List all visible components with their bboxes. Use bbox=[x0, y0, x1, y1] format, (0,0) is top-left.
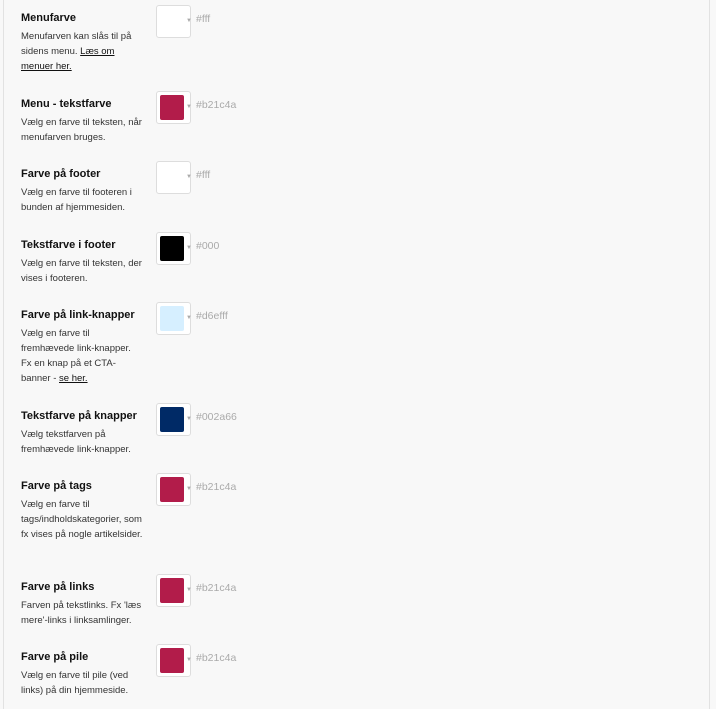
color-swatch bbox=[160, 95, 184, 120]
color-hex-value[interactable]: #b21c4a bbox=[196, 582, 237, 594]
setting-title: Menu - tekstfarve bbox=[21, 98, 112, 110]
caret-down-icon: ▼ bbox=[186, 416, 192, 422]
setting-row: Farve på tags Vælg en farve til tags/ind… bbox=[21, 473, 621, 542]
color-swatch bbox=[160, 165, 184, 190]
color-swatch bbox=[160, 648, 184, 673]
description-text: Vælg tekstfarven på fremhævede link-knap… bbox=[21, 429, 131, 455]
setting-row: Farve på footer Vælg en farve til footer… bbox=[21, 161, 621, 215]
color-hex-value[interactable]: #000 bbox=[196, 240, 220, 252]
color-hex-value[interactable]: #002a66 bbox=[196, 411, 237, 423]
settings-panel bbox=[3, 0, 710, 709]
setting-title: Farve på link-knapper bbox=[21, 309, 135, 321]
description-text: Vælg en farve til teksten, der vises i f… bbox=[21, 258, 142, 284]
color-hex-value[interactable]: #b21c4a bbox=[196, 652, 237, 664]
description-text: Vælg en farve til pile (ved links) på di… bbox=[21, 670, 129, 696]
color-swatch bbox=[160, 236, 184, 261]
description-text: Vælg en farve til footeren i bunden af h… bbox=[21, 187, 132, 213]
setting-title: Farve på pile bbox=[21, 651, 89, 663]
caret-down-icon: ▼ bbox=[186, 18, 192, 24]
color-picker-button[interactable]: ▼ bbox=[156, 302, 192, 335]
color-picker-button[interactable]: ▼ bbox=[156, 574, 192, 607]
color-swatch bbox=[160, 578, 184, 603]
description-text: Vælg en farve til tags/indholdskategorie… bbox=[21, 499, 143, 540]
color-picker-button[interactable]: ▼ bbox=[156, 232, 192, 265]
caret-down-icon: ▼ bbox=[186, 104, 192, 110]
setting-row: Menufarve Menufarven kan slås til på sid… bbox=[21, 5, 621, 74]
setting-description: Vælg en farve til fremhævede link-knappe… bbox=[21, 326, 143, 386]
setting-row: Menu - tekstfarve Vælg en farve til teks… bbox=[21, 91, 621, 145]
color-hex-value[interactable]: #b21c4a bbox=[196, 481, 237, 493]
setting-description: Vælg en farve til footeren i bunden af h… bbox=[21, 185, 143, 215]
setting-row: Tekstfarve i footer Vælg en farve til te… bbox=[21, 232, 621, 286]
color-picker-button[interactable]: ▼ bbox=[156, 5, 192, 38]
caret-down-icon: ▼ bbox=[186, 587, 192, 593]
setting-row: Farve på links Farven på tekstlinks. Fx … bbox=[21, 574, 621, 628]
caret-down-icon: ▼ bbox=[186, 245, 192, 251]
color-hex-value[interactable]: #fff bbox=[196, 169, 211, 181]
setting-description: Vælg en farve til pile (ved links) på di… bbox=[21, 668, 143, 698]
help-link[interactable]: se her. bbox=[59, 373, 88, 384]
setting-title: Farve på tags bbox=[21, 480, 92, 492]
setting-description: Vælg tekstfarven på fremhævede link-knap… bbox=[21, 427, 143, 457]
setting-row: Tekstfarve på knapper Vælg tekstfarven p… bbox=[21, 403, 621, 457]
color-hex-value[interactable]: #fff bbox=[196, 13, 211, 25]
setting-description: Vælg en farve til teksten, der vises i f… bbox=[21, 256, 143, 286]
help-link[interactable]: Læs om menuer her. bbox=[21, 46, 115, 72]
color-swatch bbox=[160, 306, 184, 331]
setting-title: Farve på links bbox=[21, 581, 95, 593]
caret-down-icon: ▼ bbox=[186, 657, 192, 663]
color-picker-button[interactable]: ▼ bbox=[156, 161, 192, 194]
description-text: Vælg en farve til fremhævede link-knappe… bbox=[21, 328, 131, 384]
description-text: Menufarven kan slås til på sidens menu. bbox=[21, 31, 132, 57]
setting-row: Farve på link-knapper Vælg en farve til … bbox=[21, 302, 621, 386]
setting-row: Farve på pile Vælg en farve til pile (ve… bbox=[21, 644, 621, 698]
color-hex-value[interactable]: #d6efff bbox=[196, 310, 228, 322]
color-picker-button[interactable]: ▼ bbox=[156, 403, 192, 436]
color-hex-value[interactable]: #b21c4a bbox=[196, 99, 237, 111]
color-picker-button[interactable]: ▼ bbox=[156, 91, 192, 124]
color-swatch bbox=[160, 407, 184, 432]
caret-down-icon: ▼ bbox=[186, 486, 192, 492]
description-text: Vælg en farve til teksten, når menufarve… bbox=[21, 117, 142, 143]
color-swatch bbox=[160, 477, 184, 502]
setting-description: Farven på tekstlinks. Fx 'læs mere'-link… bbox=[21, 598, 143, 628]
caret-down-icon: ▼ bbox=[186, 315, 192, 321]
setting-title: Tekstfarve i footer bbox=[21, 239, 116, 251]
color-picker-button[interactable]: ▼ bbox=[156, 473, 192, 506]
setting-title: Farve på footer bbox=[21, 168, 101, 180]
setting-title: Tekstfarve på knapper bbox=[21, 410, 137, 422]
setting-description: Vælg en farve til tags/indholdskategorie… bbox=[21, 497, 143, 542]
caret-down-icon: ▼ bbox=[186, 174, 192, 180]
setting-title: Menufarve bbox=[21, 12, 77, 24]
color-swatch bbox=[160, 9, 184, 34]
setting-description: Menufarven kan slås til på sidens menu. … bbox=[21, 29, 143, 74]
color-picker-button[interactable]: ▼ bbox=[156, 644, 192, 677]
setting-description: Vælg en farve til teksten, når menufarve… bbox=[21, 115, 143, 145]
description-text: Farven på tekstlinks. Fx 'læs mere'-link… bbox=[21, 600, 142, 626]
